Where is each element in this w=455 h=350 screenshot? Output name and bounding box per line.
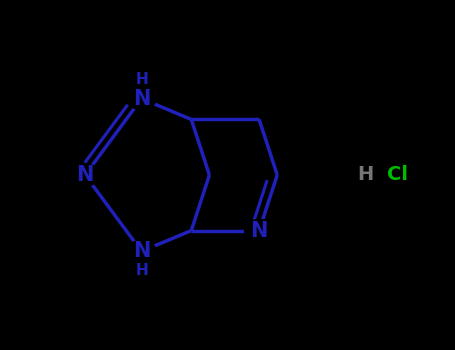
- Text: N: N: [250, 220, 268, 240]
- Text: H: H: [135, 72, 148, 87]
- Text: N: N: [133, 241, 150, 261]
- Text: Cl: Cl: [387, 166, 408, 184]
- Text: N: N: [133, 89, 150, 108]
- Circle shape: [127, 240, 156, 262]
- Circle shape: [127, 88, 156, 110]
- Text: H: H: [135, 263, 148, 278]
- Circle shape: [245, 219, 273, 241]
- Text: N: N: [76, 165, 94, 185]
- Circle shape: [71, 164, 100, 186]
- Text: H: H: [357, 166, 374, 184]
- Bar: [345, 154, 409, 196]
